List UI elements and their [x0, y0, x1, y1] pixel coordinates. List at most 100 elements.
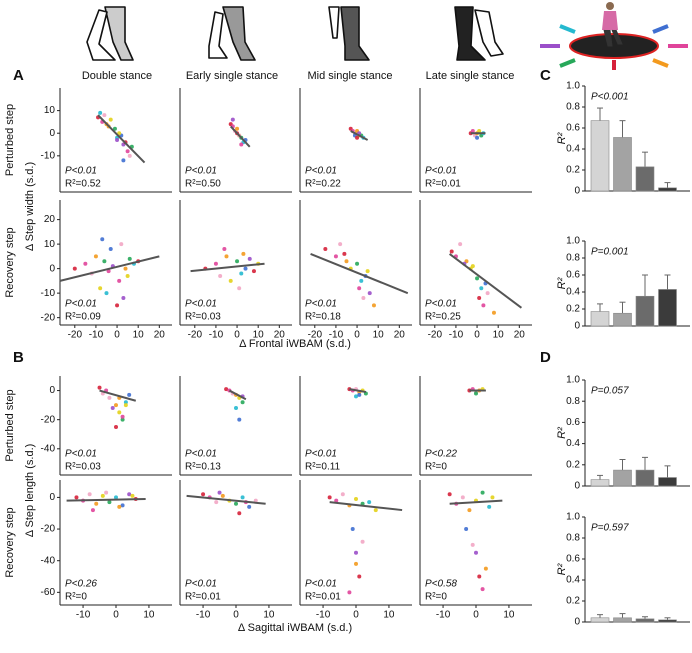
- p-value: P<0.01: [305, 449, 337, 460]
- bar: [658, 477, 677, 487]
- p-value: P<0.01: [305, 166, 337, 177]
- data-point: [127, 392, 132, 397]
- regression-line: [229, 125, 251, 148]
- x-tick-label: 10: [133, 330, 145, 341]
- data-point: [354, 394, 358, 399]
- p-value: P<0.01: [65, 166, 97, 177]
- data-point: [90, 508, 95, 513]
- p-value: P<0.01: [185, 166, 217, 177]
- data-point: [240, 495, 245, 500]
- data-point: [115, 303, 120, 308]
- p-value: P<0.01: [185, 579, 217, 590]
- y-axis-label: R²: [556, 427, 568, 439]
- y-tick-label: 0: [574, 321, 580, 332]
- regression-line: [448, 253, 523, 309]
- leg-double-stance: [86, 6, 134, 61]
- data-point: [114, 495, 118, 500]
- data-point: [112, 126, 117, 131]
- r-squared: R²=0: [425, 462, 447, 473]
- x-tick-label: 0: [233, 610, 239, 621]
- data-point: [130, 493, 135, 498]
- x-tick-label: 0: [353, 610, 359, 621]
- y-tick-label: 0.2: [566, 304, 580, 315]
- x-tick-label: 10: [263, 610, 275, 621]
- data-point: [104, 291, 109, 296]
- data-point: [121, 158, 126, 163]
- data-point: [355, 135, 360, 140]
- x-tick-label: 10: [503, 610, 515, 621]
- data-point: [117, 410, 122, 415]
- y-tick-label: 0: [49, 492, 55, 503]
- y-tick-label: 10: [44, 105, 56, 116]
- data-point: [350, 527, 355, 532]
- data-point: [114, 403, 118, 408]
- y-tick-label: 0: [49, 263, 55, 274]
- data-point: [234, 406, 238, 411]
- data-point: [477, 128, 482, 133]
- data-point: [237, 511, 242, 516]
- data-point: [483, 566, 488, 571]
- bar: [613, 469, 632, 487]
- data-point: [127, 153, 132, 158]
- panel-letter: D: [540, 349, 551, 366]
- data-point: [480, 490, 485, 495]
- data-point: [481, 303, 486, 308]
- data-point: [224, 254, 229, 259]
- data-point: [247, 256, 252, 261]
- regression-line: [228, 389, 247, 401]
- y-tick-label: -40: [41, 555, 56, 566]
- r-squared: R²=0.50: [185, 179, 221, 190]
- data-point: [240, 400, 245, 405]
- leg-early-single: [208, 6, 256, 61]
- y-tick-label: 0.6: [566, 270, 580, 281]
- data-point: [357, 392, 362, 397]
- x-tick-label: 10: [373, 330, 385, 341]
- y-tick-label: 0: [49, 128, 55, 139]
- x-tick-label: -10: [209, 330, 224, 341]
- data-point: [83, 261, 88, 266]
- data-point: [355, 261, 360, 266]
- data-point: [120, 503, 125, 508]
- x-axis-label: Δ Frontal iWBAM (s.d.): [239, 338, 351, 350]
- data-point: [447, 492, 452, 497]
- data-point: [470, 542, 475, 547]
- leg-late-single: [454, 6, 504, 61]
- x-tick-label: -20: [428, 330, 443, 341]
- row-label: Recovery step: [4, 227, 16, 297]
- data-point: [104, 490, 109, 495]
- x-tick-label: -10: [76, 610, 91, 621]
- regression-line: [97, 114, 146, 164]
- x-tick-label: -20: [188, 330, 203, 341]
- data-point: [123, 403, 128, 408]
- y-tick-label: -20: [41, 312, 56, 323]
- r-squared: R²=0.01: [305, 592, 341, 603]
- y-tick-label: -20: [41, 524, 56, 535]
- data-point: [239, 142, 244, 147]
- y-axis-label: R²: [556, 277, 568, 289]
- x-tick-label: 10: [383, 610, 395, 621]
- y-axis-label: Δ Step width (s.d.): [24, 162, 36, 251]
- p-value: P<0.26: [65, 579, 97, 590]
- data-point: [125, 273, 130, 278]
- bar: [590, 311, 610, 327]
- y-tick-label: -40: [41, 443, 56, 454]
- y-tick-label: 0.4: [566, 575, 580, 586]
- data-point: [470, 128, 475, 133]
- data-point: [120, 414, 125, 419]
- data-point: [93, 254, 98, 259]
- panel-letter: C: [540, 67, 551, 84]
- regression-line: [66, 497, 146, 502]
- y-tick-label: 0: [49, 385, 55, 396]
- data-point: [127, 256, 132, 261]
- x-tick-label: -10: [449, 330, 464, 341]
- p-value: P<0.01: [185, 449, 217, 460]
- data-point: [449, 249, 454, 254]
- data-point: [123, 400, 128, 405]
- data-point: [340, 492, 345, 497]
- x-tick-label: 0: [473, 610, 479, 621]
- y-tick-label: 0.4: [566, 144, 580, 155]
- data-point: [102, 113, 107, 118]
- y-tick-label: 0.4: [566, 287, 580, 298]
- data-point: [365, 269, 370, 274]
